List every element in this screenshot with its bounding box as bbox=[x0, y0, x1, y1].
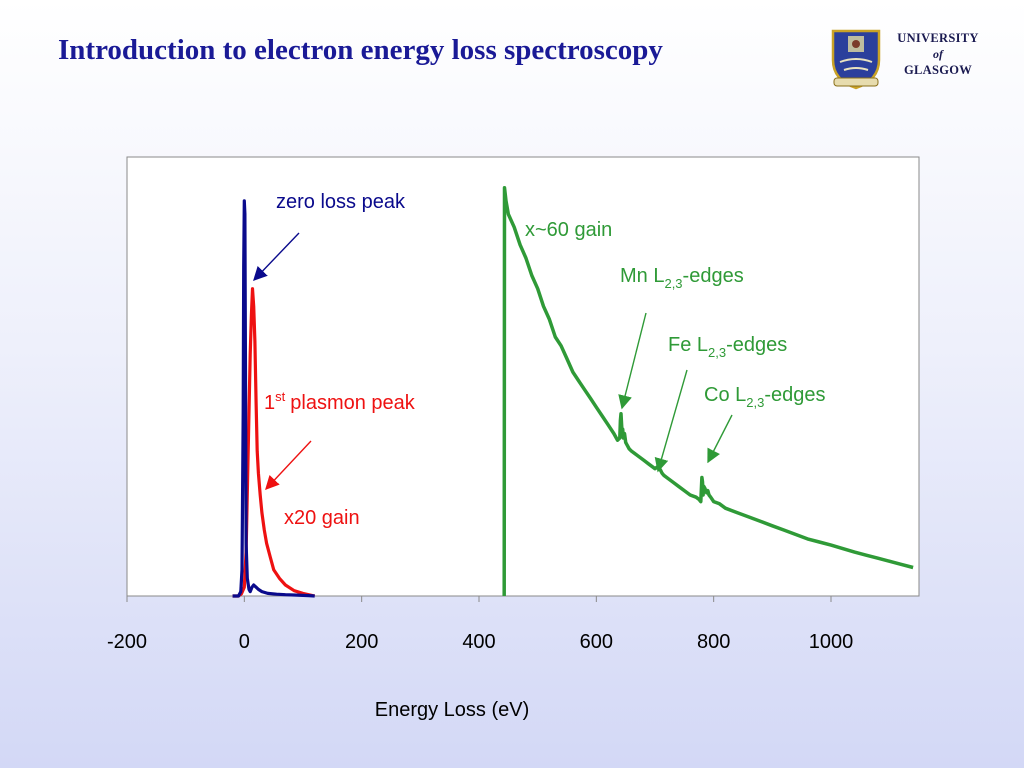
logo-line-university: UNIVERSITY bbox=[897, 31, 979, 45]
university-crest-icon bbox=[831, 29, 881, 90]
zero-loss-label: zero loss peak bbox=[276, 191, 406, 213]
plasmon-arrow bbox=[265, 440, 312, 491]
university-logo: UNIVERSITY of GLASGOW bbox=[826, 24, 986, 94]
mn-edge-text: Mn L bbox=[620, 265, 664, 287]
co-edge-sub: 2,3 bbox=[746, 395, 764, 410]
mn-edge-label: Mn L2,3-edges bbox=[620, 265, 744, 291]
slide-title: Introduction to electron energy loss spe… bbox=[58, 34, 663, 66]
zero-loss-arrow bbox=[253, 232, 300, 282]
logo-line-glasgow: GLASGOW bbox=[903, 63, 973, 77]
x-axis: -200 0 200 400 600 800 1000 bbox=[107, 596, 853, 653]
x-tick-label: 0 bbox=[239, 631, 250, 653]
fe-edge-suffix: -edges bbox=[726, 334, 787, 356]
mn-edge-arrow bbox=[618, 312, 647, 410]
x-tick-label: -200 bbox=[107, 631, 147, 653]
co-edge-text: Co L bbox=[704, 384, 746, 406]
mn-edge-suffix: -edges bbox=[683, 265, 744, 287]
plasmon-label-prefix: 1 bbox=[264, 392, 275, 414]
x-tick-label: 1000 bbox=[809, 631, 854, 653]
x20-gain-label: x20 gain bbox=[284, 507, 360, 529]
co-edge-arrow bbox=[707, 414, 733, 464]
plot-area bbox=[126, 156, 920, 597]
plasmon-label: 1st plasmon peak bbox=[264, 389, 416, 414]
x-tick-label: 200 bbox=[345, 631, 378, 653]
co-edge-suffix: -edges bbox=[764, 384, 825, 406]
zero-loss-series-line bbox=[232, 199, 315, 598]
fe-edge-text: Fe L bbox=[668, 334, 708, 356]
x-axis-label: Energy Loss (eV) bbox=[375, 699, 530, 721]
x60-gain-label: x~60 gain bbox=[525, 219, 612, 241]
fe-edge-sub: 2,3 bbox=[708, 345, 726, 360]
logo-line-of: of bbox=[933, 47, 943, 61]
co-edge-label: Co L2,3-edges bbox=[704, 384, 825, 410]
x-tick-label: 800 bbox=[697, 631, 730, 653]
mn-edge-sub: 2,3 bbox=[664, 276, 682, 291]
x-tick-label: 400 bbox=[462, 631, 495, 653]
plasmon-label-sup: st bbox=[275, 389, 286, 404]
fe-edge-arrow bbox=[654, 369, 688, 473]
x-tick-label: 600 bbox=[580, 631, 613, 653]
fe-edge-label: Fe L2,3-edges bbox=[668, 334, 787, 360]
plasmon-label-text: plasmon peak bbox=[290, 392, 416, 414]
